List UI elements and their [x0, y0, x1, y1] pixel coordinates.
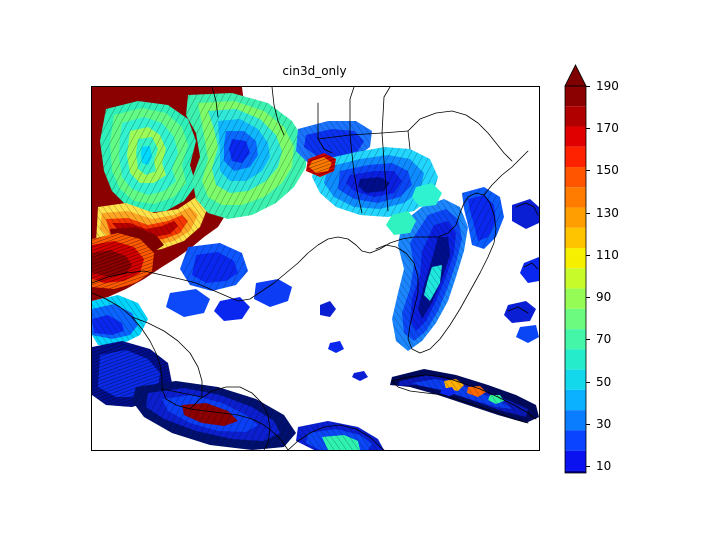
colorbar-tick-mark: [586, 423, 590, 425]
region-central-america: [296, 421, 384, 450]
colorbar-tick-label-50: 50: [596, 374, 612, 389]
colorbar-tick-label-90: 90: [596, 290, 612, 305]
colorbar-bands: [565, 86, 586, 473]
colorbar-tick-label-30: 30: [596, 416, 612, 431]
colorbar-tick-mark: [586, 381, 590, 383]
region-yucatan-low: [132, 381, 296, 450]
colorbar-tick-mark: [586, 339, 590, 341]
region-florida-teal-pockets: [386, 183, 442, 235]
region-panhandle-hotspot: [306, 153, 336, 177]
region-mexico-inner-pocket: [100, 101, 196, 213]
colorbar-tick-label-190: 190: [596, 79, 619, 93]
colorbar-tick-mark: [586, 254, 590, 256]
colorbar-tick-label-70: 70: [596, 332, 612, 347]
colorbar-tick-label-170: 170: [596, 121, 619, 136]
colorbar-tick-mark: [586, 466, 590, 467]
colorbar-tick-label-110: 110: [596, 247, 619, 262]
region-florida-peninsula-low: [392, 199, 468, 351]
coastline-overlay: [92, 87, 539, 450]
colorbar-tick-mark: [586, 297, 590, 299]
colorbar-tick-mark: [586, 170, 590, 172]
page-title: cin3d_only: [282, 64, 347, 78]
colorbar-tick-label-10: 10: [596, 459, 612, 473]
colorbar-gradient: [564, 64, 587, 474]
colorbar-tick-label-150: 150: [596, 163, 619, 178]
colorbar[interactable]: 190 170 150 130 110 90 70 50 30 10: [564, 64, 619, 474]
region-gulf-small-features: [320, 301, 456, 397]
region-western-gulf-mid: [186, 93, 306, 219]
map-plot-area[interactable]: [91, 86, 540, 451]
region-southwest-corner: [92, 295, 172, 407]
colorbar-tick-mark: [586, 212, 590, 214]
region-gulf-patches: [166, 243, 292, 321]
colorbar-tick-mark: [586, 128, 590, 130]
colorbar-tick-label-130: 130: [596, 205, 619, 220]
contour-map-canvas: [92, 87, 539, 450]
colorbar-tick-mark: [586, 86, 590, 87]
region-florida-atlantic-strip: [462, 187, 504, 249]
region-florida-panhandle-low: [312, 147, 438, 217]
